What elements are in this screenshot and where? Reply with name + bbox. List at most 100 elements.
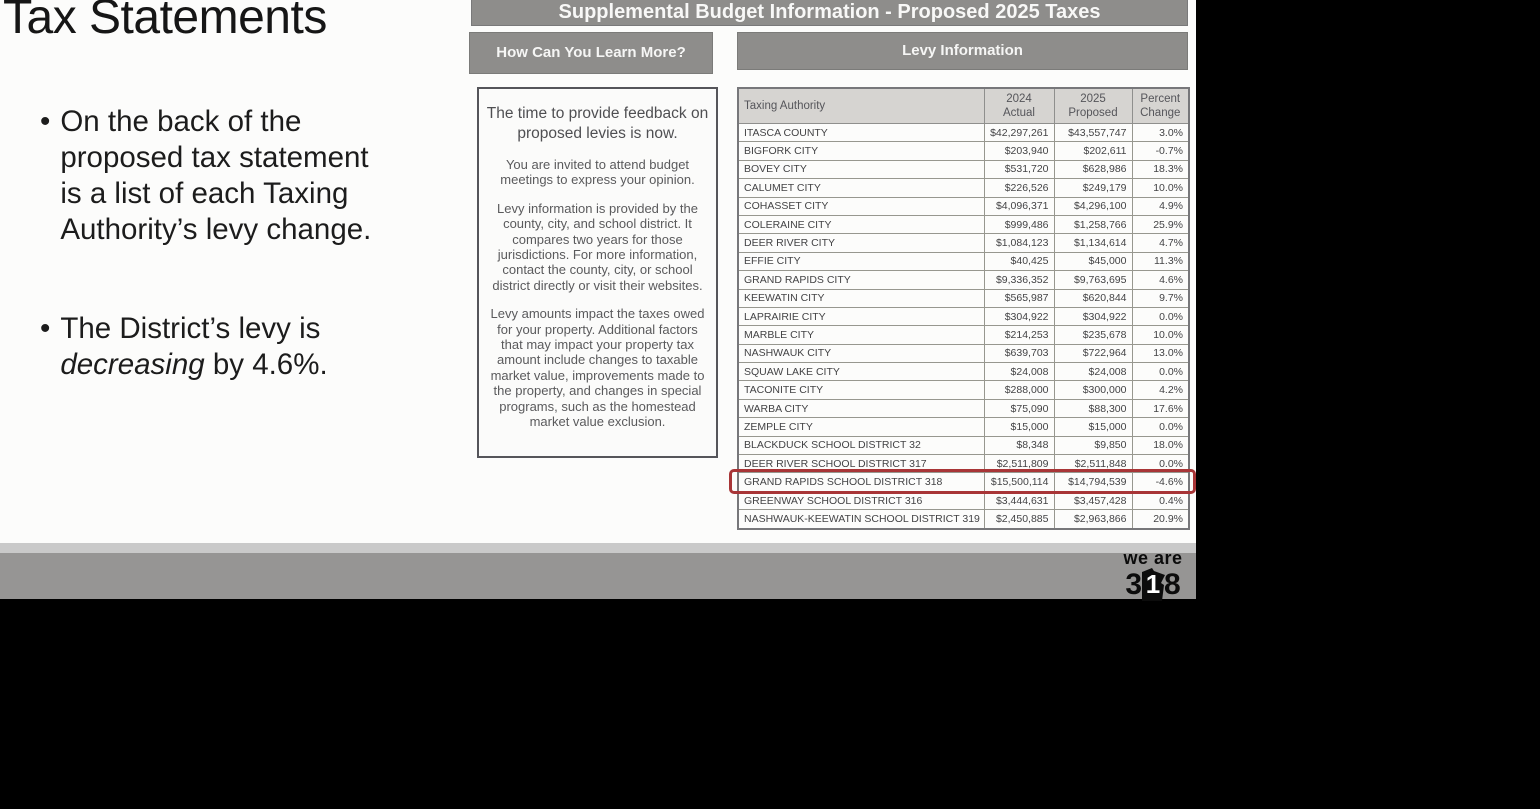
- cell-value: $628,986: [1053, 159, 1133, 180]
- cell-value: 0.4%: [1131, 490, 1190, 511]
- cell-value: 0.0%: [1131, 362, 1190, 382]
- flyer-banner-title: Supplemental Budget Information - Propos…: [471, 0, 1188, 26]
- bullet-item-1: • On the back of the proposed tax statem…: [40, 104, 480, 248]
- cell-taxing-authority: CALUMET CITY: [737, 178, 985, 198]
- cell-value: $288,000: [983, 380, 1055, 400]
- footer-bar: [0, 553, 1196, 599]
- cell-value: $203,940: [983, 141, 1055, 161]
- cell-value: $235,678: [1053, 325, 1133, 345]
- table-row: CALUMET CITY $226,526 $249,179 10.0%: [737, 178, 1190, 198]
- cell-value: 18.0%: [1131, 435, 1190, 456]
- cell-value: $43,557,747: [1053, 122, 1133, 143]
- cell-value: $40,425: [983, 251, 1055, 272]
- cell-value: $1,134,614: [1053, 233, 1133, 253]
- cell-value: 3.0%: [1131, 122, 1190, 143]
- table-row: BOVEY CITY $531,720 $628,986 18.3%: [737, 159, 1190, 180]
- cell-value: $531,720: [983, 159, 1055, 180]
- table-row: LAPRAIRIE CITY $304,922 $304,922 0.0%: [737, 306, 1190, 327]
- bullet-dot: •: [40, 312, 51, 345]
- cell-value: $15,000: [1053, 417, 1133, 437]
- cell-value: $3,457,428: [1053, 490, 1133, 511]
- cell-taxing-authority: GREENWAY SCHOOL DISTRICT 316: [737, 490, 985, 511]
- cell-value: 13.0%: [1131, 343, 1190, 364]
- we-are-318-logo: we are 3 1 8: [1116, 549, 1190, 601]
- cell-value: 20.9%: [1131, 509, 1190, 530]
- table-row: GREENWAY SCHOOL DISTRICT 316 $3,444,631 $3…: [737, 490, 1190, 511]
- table-row: NASHWAUK-KEEWATIN SCHOOL DISTRICT 319 $2,…: [737, 509, 1190, 530]
- bullet-text: The District’s levy is decreasing by 4.6…: [60, 311, 327, 383]
- cell-value: $999,486: [983, 214, 1055, 235]
- cell-value: -4.6%: [1131, 472, 1190, 492]
- cell-taxing-authority: EFFIE CITY: [737, 251, 985, 272]
- info-paragraph: The time to provide feedback on proposed…: [486, 105, 709, 142]
- logo-text-318: 3 1 8: [1116, 568, 1190, 601]
- cell-taxing-authority: NASHWAUK-KEEWATIN SCHOOL DISTRICT 319: [737, 509, 985, 530]
- cell-value: $4,296,100: [1053, 196, 1133, 216]
- cell-value: $1,084,123: [983, 233, 1055, 253]
- table-header-row: Taxing Authority 2024 Actual 2025 Propos…: [737, 87, 1190, 124]
- cell-taxing-authority: WARBA CITY: [737, 398, 985, 419]
- cell-value: 4.7%: [1131, 233, 1190, 253]
- cell-value: 4.9%: [1131, 196, 1190, 216]
- cell-value: 17.6%: [1131, 398, 1190, 419]
- cell-value: $3,444,631: [983, 490, 1055, 511]
- cell-taxing-authority: KEEWATIN CITY: [737, 288, 985, 308]
- cell-value: $9,850: [1053, 435, 1133, 456]
- cell-taxing-authority: LAPRAIRIE CITY: [737, 306, 985, 327]
- cell-taxing-authority: COHASSET CITY: [737, 196, 985, 216]
- learn-more-box: The time to provide feedback on proposed…: [477, 87, 718, 458]
- cell-value: $639,703: [983, 343, 1055, 364]
- column-header-2025-proposed: 2025 Proposed: [1053, 87, 1133, 124]
- footer-strip: [0, 543, 1196, 553]
- cell-value: $226,526: [983, 178, 1055, 198]
- table-row: KEEWATIN CITY $565,987 $620,844 9.7%: [737, 288, 1190, 308]
- bullet-dot: •: [40, 105, 51, 138]
- table-row: DEER RIVER SCHOOL DISTRICT 317 $2,511,809…: [737, 454, 1190, 474]
- column-header-taxing-authority: Taxing Authority: [737, 87, 985, 124]
- cell-value: 18.3%: [1131, 159, 1190, 180]
- cell-value: $565,987: [983, 288, 1055, 308]
- cell-value: $249,179: [1053, 178, 1133, 198]
- cell-value: $722,964: [1053, 343, 1133, 364]
- cell-value: -0.7%: [1131, 141, 1190, 161]
- cell-value: $8,348: [983, 435, 1055, 456]
- cell-value: $15,500,114: [983, 472, 1055, 492]
- cell-taxing-authority: GRAND RAPIDS CITY: [737, 270, 985, 290]
- cell-value: 0.0%: [1131, 454, 1190, 474]
- cell-taxing-authority: SQUAW LAKE CITY: [737, 362, 985, 382]
- logo-digit-1: 1: [1145, 569, 1161, 599]
- learn-more-heading: How Can You Learn More?: [469, 32, 713, 74]
- cell-value: $14,794,539: [1053, 472, 1133, 492]
- cell-value: $304,922: [983, 306, 1055, 327]
- table-row: GRAND RAPIDS CITY $9,336,352 $9,763,695 4.6…: [737, 270, 1190, 290]
- cell-taxing-authority: ITASCA COUNTY: [737, 122, 985, 143]
- minnesota-outline-icon: [1142, 568, 1165, 601]
- table-row: SQUAW LAKE CITY $24,008 $24,008 0.0%: [737, 362, 1190, 382]
- cell-value: 0.0%: [1131, 417, 1190, 437]
- table-row: MARBLE CITY $214,253 $235,678 10.0%: [737, 325, 1190, 345]
- cell-value: 11.3%: [1131, 251, 1190, 272]
- cell-value: 4.6%: [1131, 270, 1190, 290]
- cell-value: $9,336,352: [983, 270, 1055, 290]
- levy-information-heading: Levy Information: [737, 32, 1188, 70]
- levy-table: Taxing Authority 2024 Actual 2025 Propos…: [737, 87, 1190, 530]
- cell-value: 25.9%: [1131, 214, 1190, 235]
- column-header-percent-change: Percent Change: [1131, 87, 1190, 124]
- bullet-text: On the back of the proposed tax statemen…: [60, 105, 372, 246]
- bullet-text-before: The District’s levy is: [60, 312, 321, 345]
- cell-value: $620,844: [1053, 288, 1133, 308]
- table-row: EFFIE CITY $40,425 $45,000 11.3%: [737, 251, 1190, 272]
- cell-value: $304,922: [1053, 306, 1133, 327]
- logo-text-we-are: we are: [1123, 548, 1183, 568]
- bullet-item-2: • The District’s levy is decreasing by 4…: [40, 311, 480, 383]
- cell-value: $15,000: [983, 417, 1055, 437]
- cell-taxing-authority: BIGFORK CITY: [737, 141, 985, 161]
- cell-value: $1,258,766: [1053, 214, 1133, 235]
- table-row: WARBA CITY $75,090 $88,300 17.6%: [737, 398, 1190, 419]
- cell-taxing-authority: MARBLE CITY: [737, 325, 985, 345]
- cell-value: $9,763,695: [1053, 270, 1133, 290]
- cell-value: $2,511,848: [1053, 454, 1133, 474]
- table-row: COHASSET CITY $4,096,371 $4,296,100 4.9%: [737, 196, 1190, 216]
- cell-value: $75,090: [983, 398, 1055, 419]
